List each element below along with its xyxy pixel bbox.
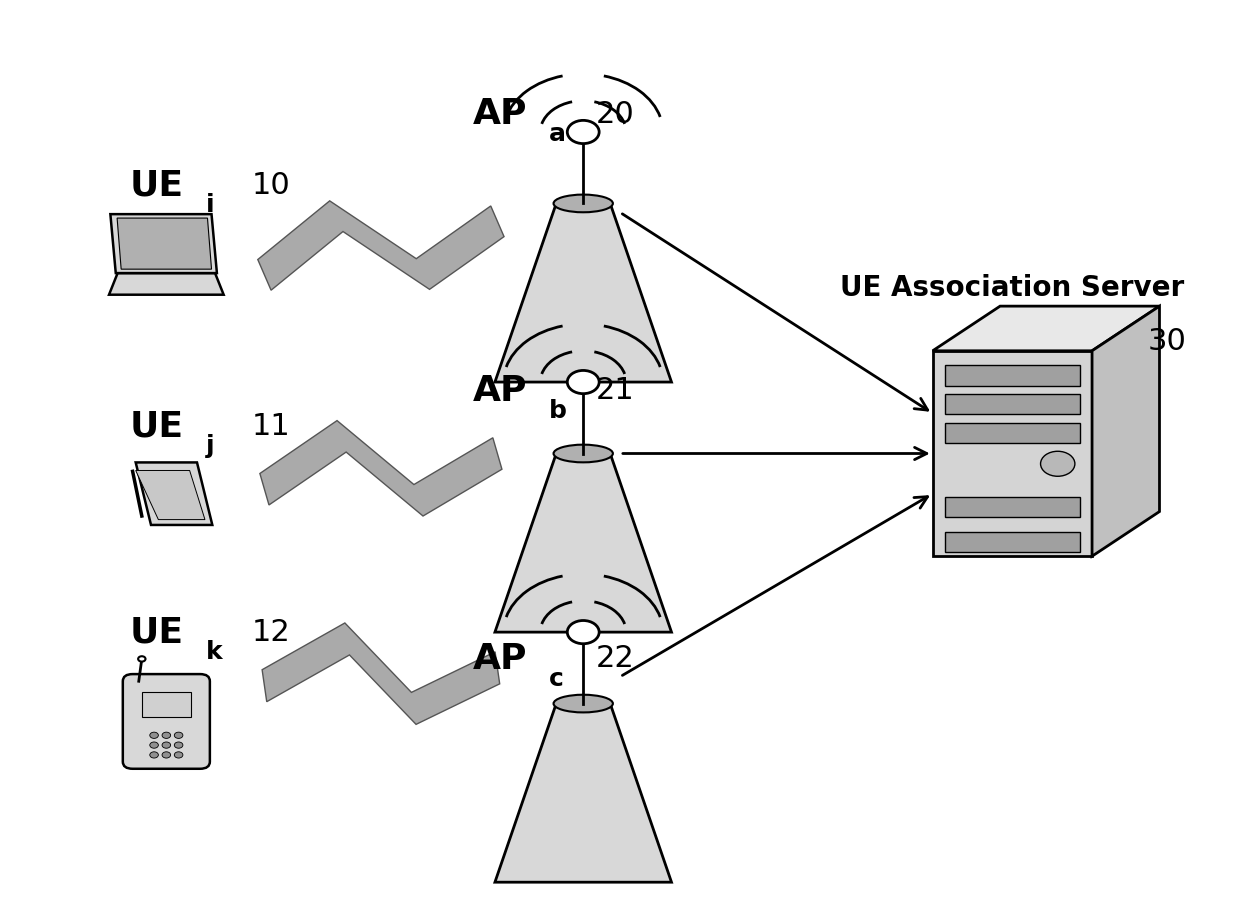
Ellipse shape [553, 695, 613, 712]
Text: 22: 22 [595, 644, 634, 673]
Text: i: i [206, 193, 215, 217]
Text: 10: 10 [252, 171, 291, 200]
Polygon shape [945, 423, 1080, 444]
Polygon shape [258, 200, 503, 290]
Polygon shape [945, 366, 1080, 385]
Text: 30: 30 [1147, 327, 1187, 356]
Polygon shape [135, 471, 205, 520]
Text: UE Association Server: UE Association Server [841, 274, 1184, 302]
Circle shape [567, 121, 599, 143]
Circle shape [138, 657, 145, 661]
Circle shape [175, 732, 182, 738]
Text: UE: UE [129, 169, 184, 202]
Polygon shape [262, 623, 500, 725]
Polygon shape [117, 218, 212, 269]
Circle shape [1040, 452, 1075, 476]
Polygon shape [932, 307, 1159, 351]
Polygon shape [135, 463, 212, 525]
Ellipse shape [553, 444, 613, 463]
Polygon shape [932, 351, 1092, 556]
Polygon shape [495, 704, 672, 883]
FancyBboxPatch shape [123, 674, 210, 769]
Text: 11: 11 [252, 412, 291, 441]
Circle shape [162, 732, 171, 738]
Polygon shape [495, 203, 672, 382]
Text: AP: AP [472, 374, 527, 408]
Text: AP: AP [472, 642, 527, 676]
Circle shape [150, 752, 159, 758]
Polygon shape [1092, 307, 1159, 556]
Polygon shape [945, 532, 1080, 552]
Text: j: j [206, 434, 215, 458]
Text: b: b [549, 399, 567, 423]
Text: c: c [549, 667, 564, 690]
Circle shape [150, 742, 159, 748]
Text: UE: UE [129, 615, 184, 649]
Text: 12: 12 [252, 618, 291, 647]
Polygon shape [495, 454, 672, 632]
Circle shape [175, 742, 182, 748]
Text: k: k [206, 639, 222, 664]
Polygon shape [141, 692, 191, 717]
Text: 21: 21 [595, 376, 634, 405]
Polygon shape [110, 214, 217, 273]
Ellipse shape [553, 195, 613, 212]
Text: 20: 20 [595, 100, 634, 129]
Circle shape [162, 752, 171, 758]
Polygon shape [260, 421, 502, 516]
Polygon shape [945, 497, 1080, 517]
Circle shape [162, 742, 171, 748]
Text: a: a [549, 122, 565, 146]
Polygon shape [945, 394, 1080, 414]
Text: UE: UE [129, 410, 184, 444]
Polygon shape [109, 273, 223, 295]
Circle shape [567, 370, 599, 394]
Circle shape [150, 732, 159, 738]
Circle shape [567, 620, 599, 644]
Circle shape [175, 752, 182, 758]
Text: AP: AP [472, 97, 527, 132]
